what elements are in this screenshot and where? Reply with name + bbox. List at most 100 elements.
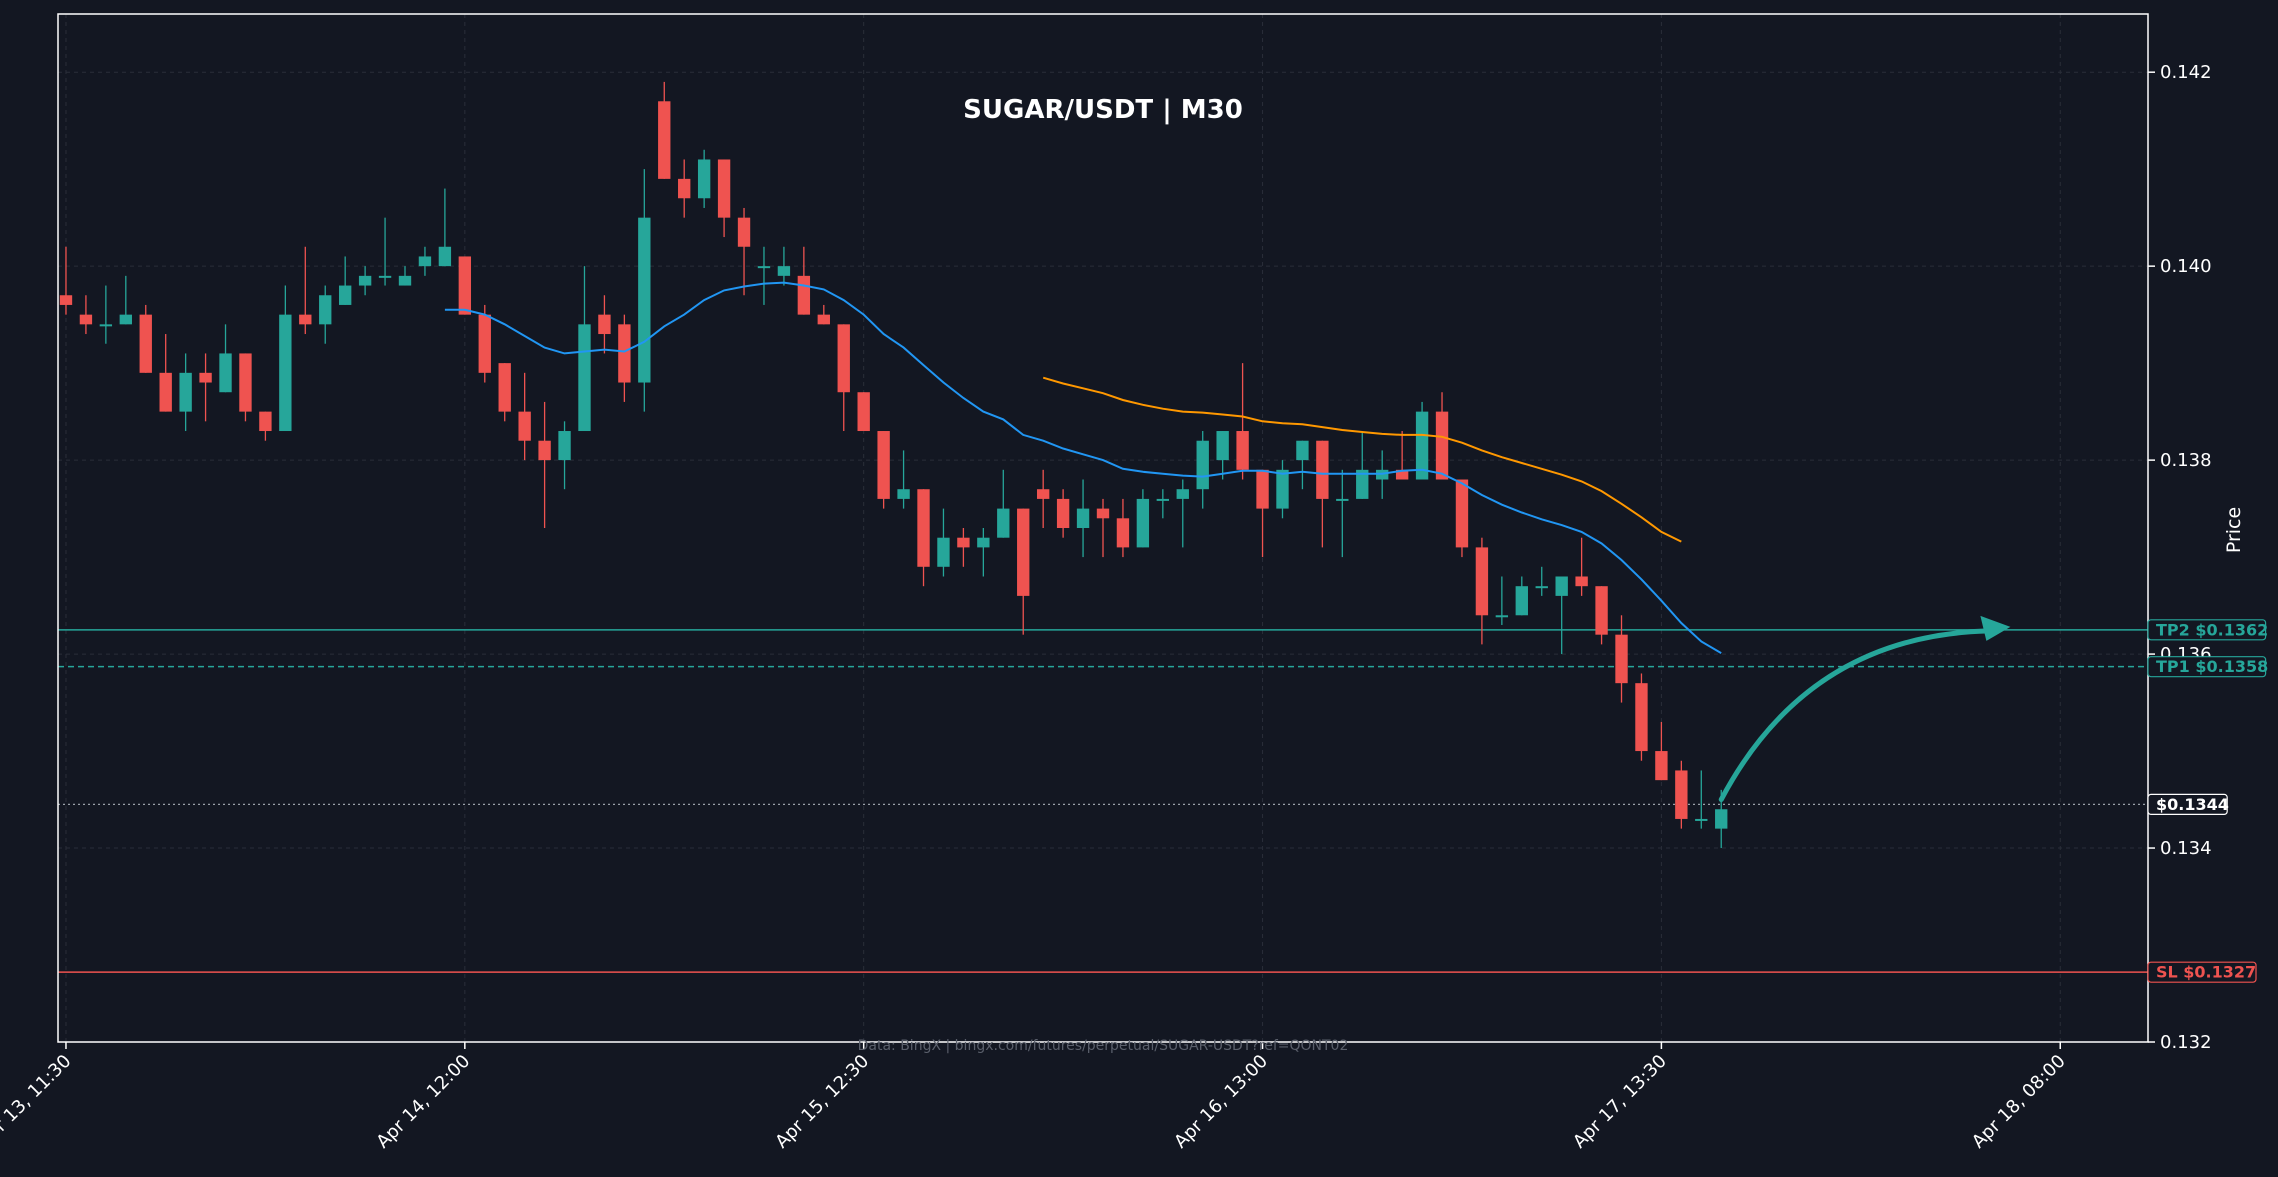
candle-body xyxy=(1116,518,1130,548)
candle-body xyxy=(199,372,212,383)
candle-body xyxy=(378,275,392,278)
chart-title: SUGAR/USDT | M30 xyxy=(963,95,1243,125)
y-axis-title: Price xyxy=(2223,507,2245,553)
level-badge-label-TP1: TP1 $0.1358 xyxy=(2156,657,2268,676)
candle-body xyxy=(1435,411,1449,480)
plot-frame xyxy=(57,13,2149,1043)
candle-body xyxy=(1555,576,1568,596)
candle-body xyxy=(897,489,910,499)
y-tick-label: 0.134 xyxy=(2160,838,2212,859)
level-badge-label-TP2: TP2 $0.1362 xyxy=(2156,620,2268,639)
candle-body xyxy=(678,178,691,199)
candle-body xyxy=(1515,586,1528,616)
candle-body xyxy=(997,508,1010,538)
data-source-note: Data: BingX | bingx.com/futures/perpetua… xyxy=(858,1038,1349,1054)
candle-body xyxy=(1036,489,1050,499)
candle-body xyxy=(1356,469,1369,499)
candle-body xyxy=(1276,469,1289,509)
candle-body xyxy=(777,266,791,276)
level-badges: TP2 $0.1362 TP1 $0.1358 $0.1344 SL $0.1327 xyxy=(2147,619,2268,983)
candle-body xyxy=(458,256,472,315)
candle-body xyxy=(1096,508,1110,519)
candle-body xyxy=(1535,586,1548,589)
y-tick-label: 0.142 xyxy=(2160,62,2212,83)
price-levels xyxy=(58,629,2148,973)
candle-body xyxy=(1076,508,1090,528)
projection-arrowhead xyxy=(1980,615,2011,641)
candle-body xyxy=(1615,634,1628,684)
candle-body xyxy=(159,372,172,412)
candle-body xyxy=(99,324,113,327)
candle-body xyxy=(957,537,970,548)
level-badge-current xyxy=(2147,793,2228,815)
candle-body xyxy=(578,324,591,432)
candle-body xyxy=(1196,440,1209,490)
candle-body xyxy=(1156,498,1170,501)
candle-body xyxy=(638,217,651,383)
candle-body xyxy=(498,363,511,412)
projection-curve xyxy=(1718,628,1991,803)
level-badge-TP2 xyxy=(2147,619,2267,641)
candle-body xyxy=(398,275,412,286)
candle-body xyxy=(757,266,771,269)
projection-arrow xyxy=(1718,615,2011,803)
y-tick-label: 0.138 xyxy=(2160,450,2212,471)
level-badge-SL xyxy=(2147,961,2257,983)
candle-body xyxy=(1655,751,1668,781)
candle-body xyxy=(837,324,850,393)
candle-body xyxy=(737,217,751,247)
candle-body xyxy=(538,440,551,461)
candle-body xyxy=(1176,489,1189,499)
candle-body xyxy=(1056,498,1070,528)
candle-body xyxy=(1136,498,1150,548)
candle-body xyxy=(478,314,491,373)
candle-body xyxy=(239,353,252,412)
candle-body xyxy=(1236,431,1249,470)
candle-body xyxy=(977,537,990,548)
candle-body xyxy=(598,314,611,335)
candle-body xyxy=(1635,683,1648,752)
candle-body xyxy=(438,246,452,267)
candle-body xyxy=(857,392,870,432)
candle-body xyxy=(59,295,73,305)
candle-body xyxy=(717,159,731,218)
ma-slow-line xyxy=(1042,376,1682,543)
candle-body xyxy=(937,537,950,567)
candle-body xyxy=(1395,469,1409,480)
candle-body xyxy=(797,275,811,315)
candle-body xyxy=(1575,576,1588,587)
candle-body xyxy=(1256,469,1269,509)
candle-body xyxy=(279,314,292,432)
level-badge-label-current: $0.1344 xyxy=(2156,795,2229,814)
candle-body xyxy=(697,159,711,199)
candle-body xyxy=(1455,479,1469,548)
candle-body xyxy=(358,275,372,286)
candle-body xyxy=(1296,440,1309,461)
candle-body xyxy=(658,101,671,179)
candle-body xyxy=(79,314,93,325)
candle-body xyxy=(1695,818,1708,821)
candle-body xyxy=(219,353,232,393)
candle-body xyxy=(1675,770,1688,819)
candle-body xyxy=(259,411,272,432)
candle-body xyxy=(1495,615,1509,618)
y-tick-label: 0.132 xyxy=(2160,1032,2212,1053)
candle-body xyxy=(1475,547,1489,616)
level-badge-TP1 xyxy=(2147,656,2267,678)
candle-body xyxy=(418,256,432,267)
candle-body xyxy=(1017,508,1030,596)
candles xyxy=(59,81,1728,849)
candle-body xyxy=(1336,498,1349,501)
candle-body xyxy=(917,489,930,567)
candle-body xyxy=(618,324,631,383)
candle-body xyxy=(1216,431,1229,461)
moving-averages xyxy=(444,281,1722,654)
candle-body xyxy=(518,411,531,441)
ma-fast-line xyxy=(444,281,1722,654)
candle-body xyxy=(1715,809,1728,829)
candle-body xyxy=(1316,440,1329,499)
candle-body xyxy=(1415,411,1429,480)
